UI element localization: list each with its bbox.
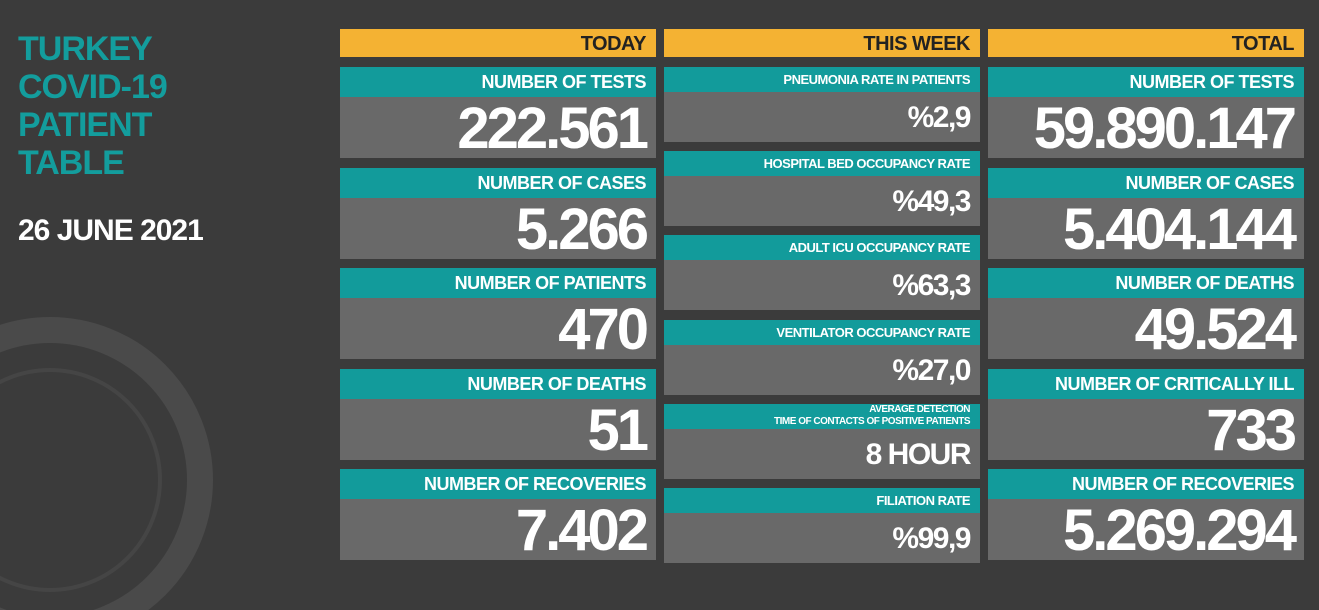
column-header: TOTAL bbox=[988, 29, 1304, 57]
dashboard: TURKEY COVID-19 PATIENT TABLE 26 JUNE 20… bbox=[0, 29, 1304, 610]
title-line: TURKEY bbox=[18, 30, 153, 68]
metric-value: %27,0 bbox=[664, 344, 980, 395]
metric-value: %2,9 bbox=[664, 92, 980, 142]
metric-value: 7.402 bbox=[340, 499, 656, 563]
metric-label: NUMBER OF DEATHS bbox=[340, 368, 656, 399]
metric-label: FILIATION RATE bbox=[664, 488, 980, 513]
metric-value: 222.561 bbox=[340, 97, 656, 161]
metric-value: 8 HOUR bbox=[664, 428, 980, 479]
metric-value: 5.269.294 bbox=[988, 499, 1304, 563]
metric-value: %49,3 bbox=[664, 176, 980, 227]
metric-label: VENTILATOR OCCUPANCY RATE bbox=[664, 319, 980, 345]
metric-value: 5.266 bbox=[340, 197, 656, 261]
metric-label: NUMBER OF RECOVERIES bbox=[340, 469, 656, 499]
label-line: VENTILATOR OCCUPANCY RATE bbox=[776, 324, 970, 340]
metric-value: 5.404.144 bbox=[988, 197, 1304, 261]
metric-value: 470 bbox=[340, 298, 656, 362]
label-line: AVERAGE DETECTION bbox=[869, 404, 970, 416]
metric-label: NUMBER OF TESTS bbox=[340, 67, 656, 97]
label-line: ADULT ICU OCCUPANCY RATE bbox=[788, 240, 971, 256]
metric-label: AVERAGE DETECTION TIME OF CONTACTS OF POS… bbox=[664, 403, 980, 429]
label-line: FILIATION RATE bbox=[876, 493, 970, 508]
emblem bbox=[0, 317, 213, 610]
metric-label: NUMBER OF CASES bbox=[988, 167, 1304, 198]
metric-value: 51 bbox=[340, 398, 656, 462]
metric-label: NUMBER OF RECOVERIES bbox=[988, 469, 1304, 499]
label-line: PNEUMONIA RATE IN PATIENTS bbox=[783, 72, 970, 87]
title: TURKEY COVID-19 PATIENT TABLE bbox=[18, 30, 168, 182]
metric-label: ADULT ICU OCCUPANCY RATE bbox=[664, 235, 980, 261]
metric-label: PNEUMONIA RATE IN PATIENTS bbox=[664, 67, 980, 92]
column-header: TODAY bbox=[340, 29, 656, 57]
metric-label: NUMBER OF PATIENTS bbox=[340, 268, 656, 298]
label-line: TIME OF CONTACTS OF POSITIVE PATIENTS bbox=[774, 416, 970, 428]
metric-value: 733 bbox=[988, 398, 1304, 462]
metric-label: HOSPITAL BED OCCUPANCY RATE bbox=[664, 151, 980, 177]
metric-value: 59.890.147 bbox=[988, 97, 1304, 161]
metric-label: NUMBER OF CRITICALLY ILL PATIENTS bbox=[988, 368, 1304, 424]
title-line: PATIENT bbox=[18, 106, 152, 144]
date: 26 JUNE 2021 bbox=[18, 214, 204, 247]
metric-label: NUMBER OF DEATHS bbox=[988, 268, 1304, 298]
metric-value: %99,9 bbox=[664, 513, 980, 563]
metric-value: %63,3 bbox=[664, 260, 980, 311]
title-line: COVID-19 bbox=[18, 68, 168, 106]
label-line: HOSPITAL BED OCCUPANCY RATE bbox=[763, 156, 971, 172]
metric-label: NUMBER OF TESTS bbox=[988, 67, 1304, 97]
title-line: TABLE bbox=[18, 144, 125, 182]
column-header: THIS WEEK bbox=[664, 29, 980, 57]
metric-value: 49.524 bbox=[988, 298, 1304, 362]
metric-label: NUMBER OF CASES bbox=[340, 167, 656, 198]
